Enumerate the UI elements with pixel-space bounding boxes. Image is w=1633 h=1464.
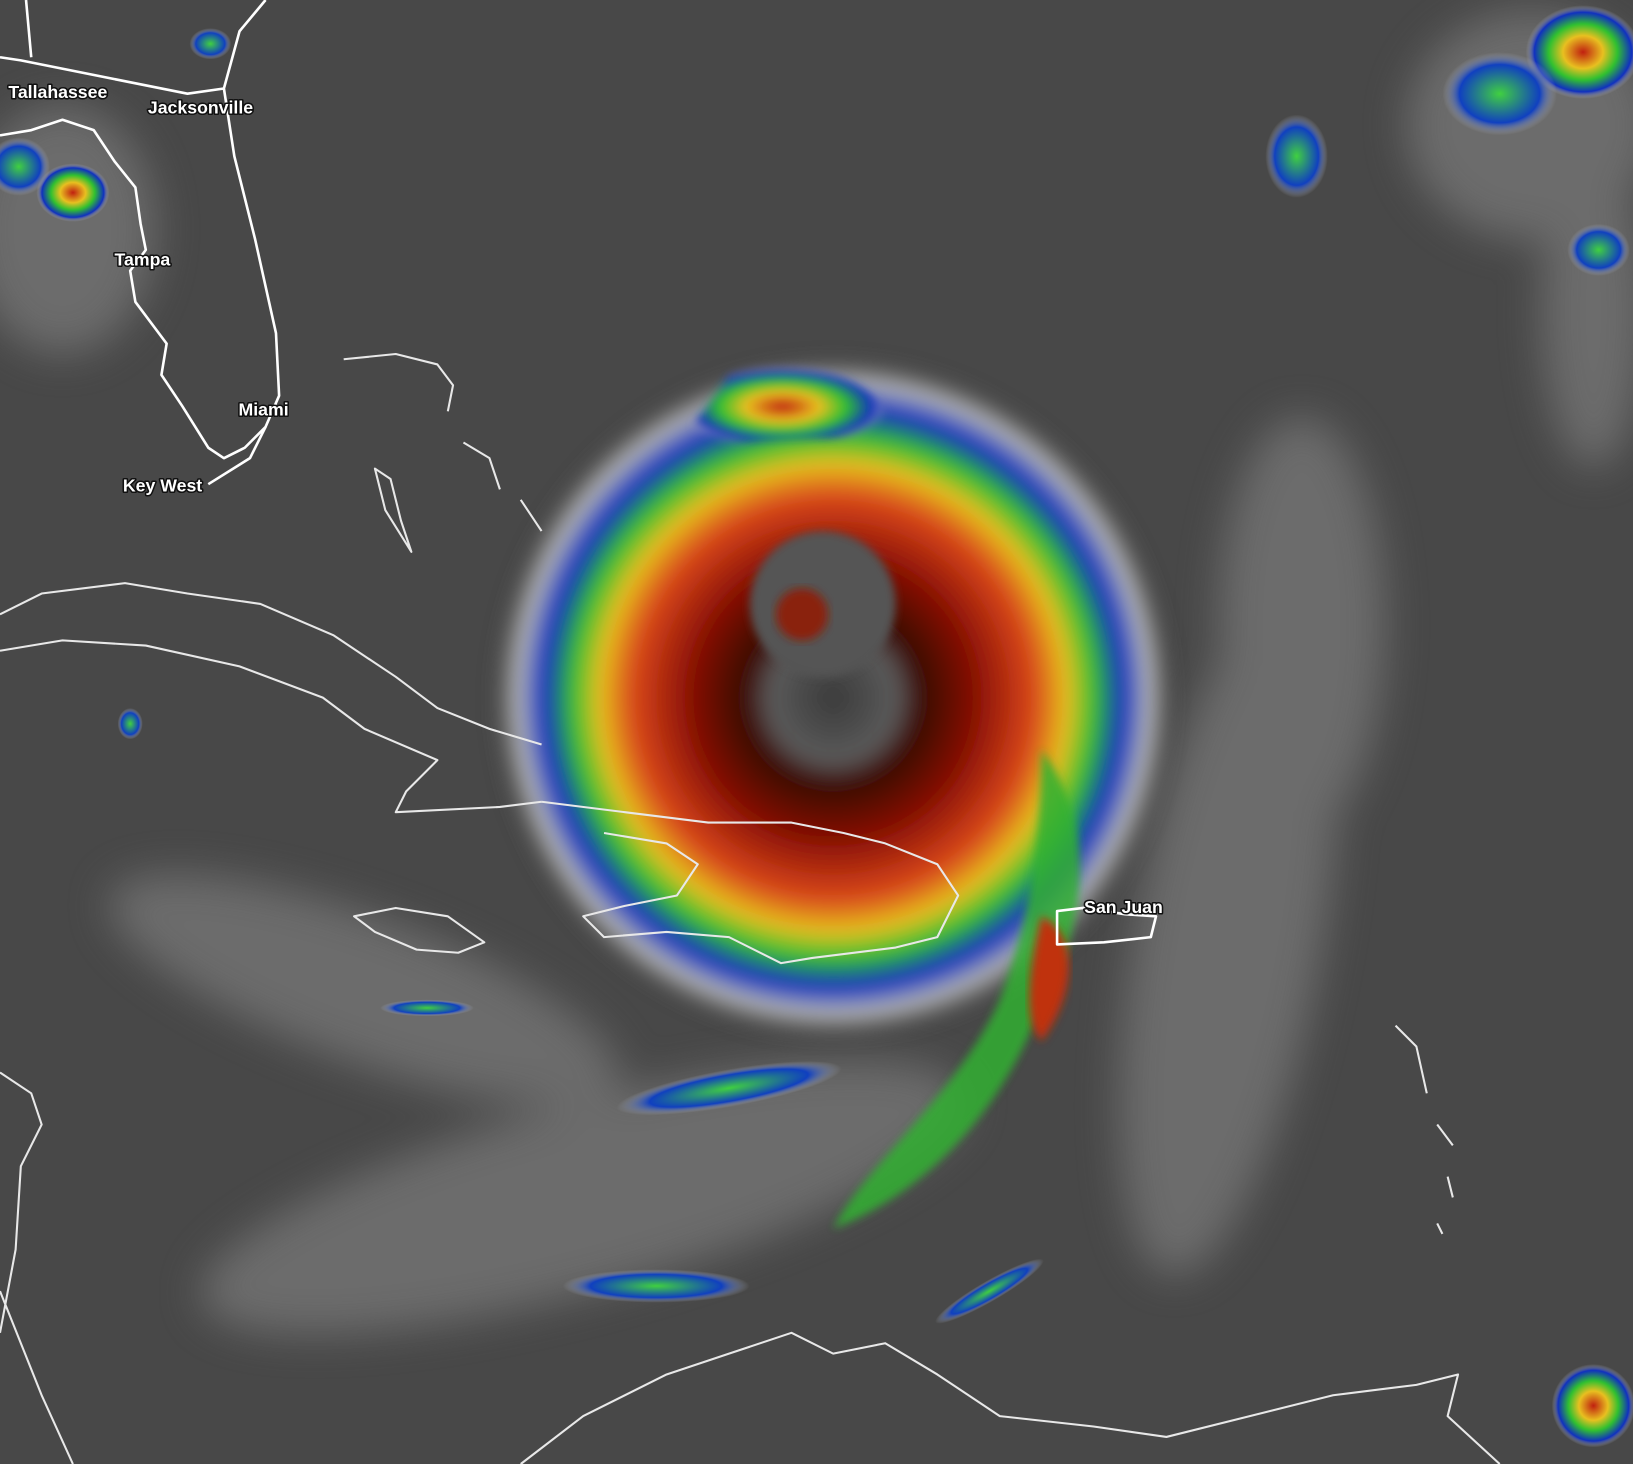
city-label-miami: Miami bbox=[238, 399, 288, 419]
cuba-coast bbox=[0, 582, 542, 814]
bahamas-coast bbox=[343, 352, 543, 553]
city-labels: Tallahassee Jacksonville Tampa Miami Key… bbox=[7, 80, 1165, 918]
central-america-coast bbox=[0, 1071, 74, 1464]
florida-coast bbox=[0, 0, 281, 460]
coastlines bbox=[0, 0, 1501, 1464]
lesser-antilles-coast bbox=[1394, 1024, 1454, 1235]
city-label-jacksonville: Jacksonville bbox=[148, 97, 253, 117]
hispaniola-coast bbox=[541, 800, 960, 965]
city-label-tallahassee: Tallahassee bbox=[8, 82, 107, 102]
convective-cells bbox=[0, 5, 1633, 1448]
south-america-coast bbox=[520, 1331, 1501, 1464]
jamaica-coast bbox=[353, 906, 486, 954]
puerto-rico-coast bbox=[1055, 906, 1158, 946]
city-label-san-juan: San Juan bbox=[1084, 897, 1163, 917]
city-label-key-west: Key West bbox=[123, 475, 202, 495]
hurricane bbox=[380, 354, 1177, 1324]
city-label-tampa: Tampa bbox=[115, 250, 171, 270]
